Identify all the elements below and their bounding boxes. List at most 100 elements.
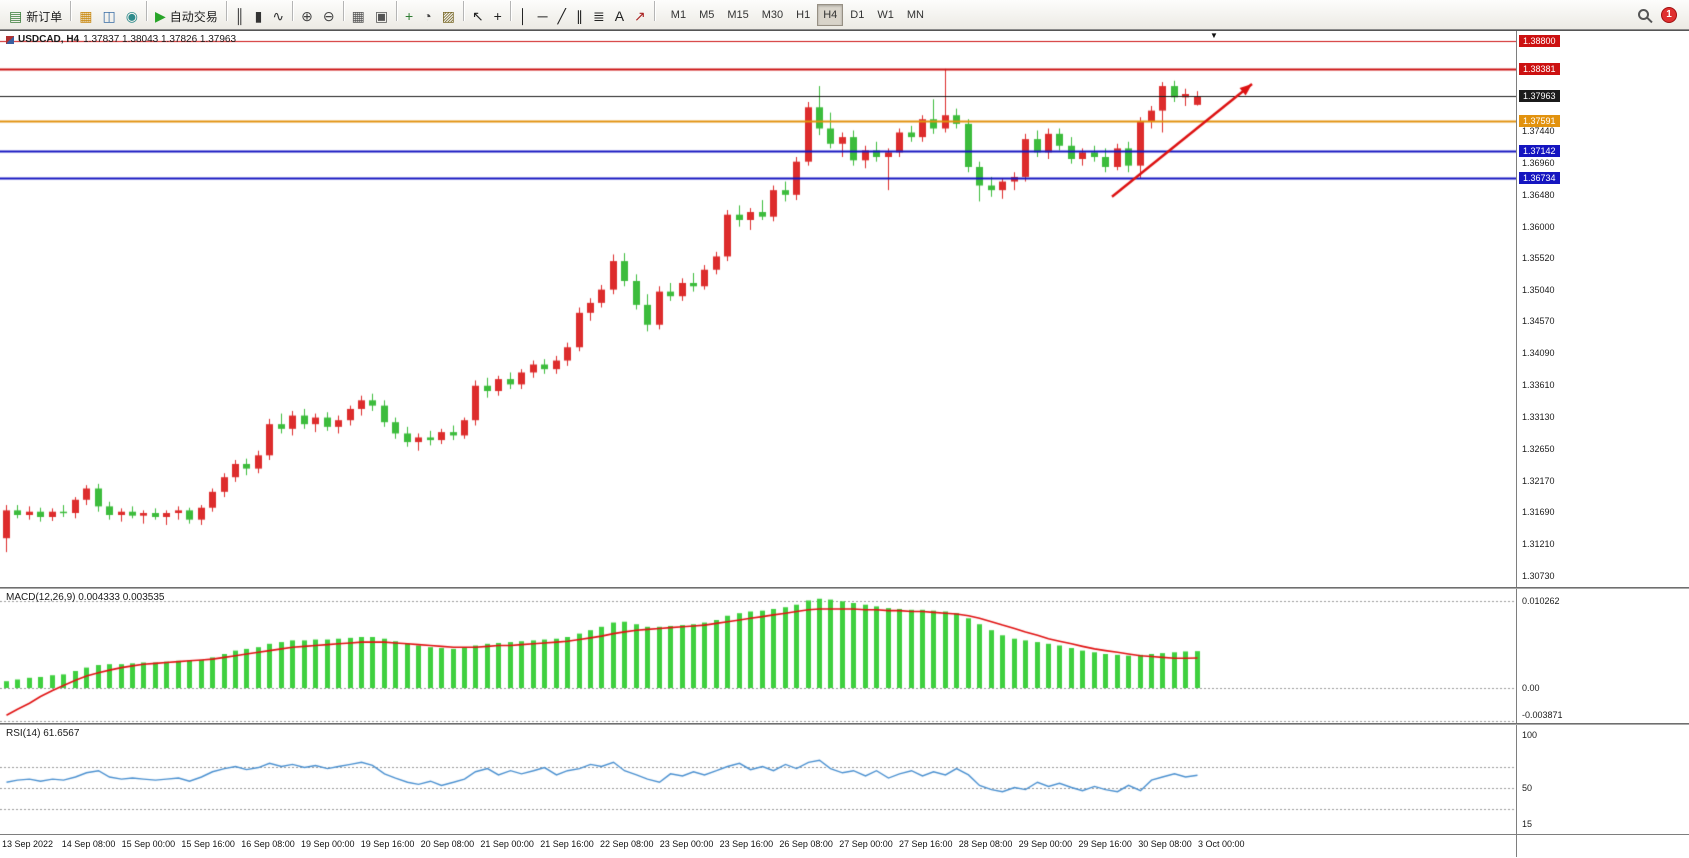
axis-label: 1.32650 [1522, 443, 1555, 454]
axis-label: 1.34570 [1522, 316, 1555, 327]
trendline-icon[interactable]: ╱ [553, 4, 571, 28]
time-label: 19 Sep 16:00 [360, 839, 415, 849]
macd-title: MACD(12,26,9) 0.004333 0.003535 [6, 592, 165, 603]
timeframe-d1[interactable]: D1 [844, 4, 870, 26]
price-chart-canvas[interactable] [0, 31, 1516, 587]
axis-label: 0.00 [1522, 683, 1540, 693]
timeframe-mn[interactable]: MN [901, 4, 930, 26]
periodicity-icon[interactable]: ◔ [418, 4, 436, 28]
time-label: 15 Sep 00:00 [121, 839, 176, 849]
auto-trading-button[interactable]: ▶ 自动交易 [150, 4, 223, 28]
axis-label: 1.33130 [1522, 411, 1555, 422]
search-icon[interactable] [1638, 9, 1649, 20]
time-label: 30 Sep 08:00 [1138, 839, 1192, 849]
price-scale[interactable]: 1.37440 1.36960 1.36480 1.36000 1.35520 1.350… [1516, 31, 1689, 587]
auto-trading-icon: ▶ [154, 8, 166, 24]
axis-label: 100 [1522, 730, 1538, 740]
vertical-line-icon[interactable]: │ [514, 4, 533, 28]
profiles-icon: ◫ [102, 8, 116, 24]
toolbar-separator [225, 1, 227, 21]
timeframe-m30[interactable]: M30 [756, 4, 789, 26]
price-badge[interactable]: 1.37963 [1519, 90, 1560, 103]
text-icon[interactable]: A [610, 4, 629, 28]
charts-icon[interactable]: ▦ [74, 4, 97, 28]
cursor-icon: ↖ [471, 8, 484, 24]
new-order-button[interactable]: ▤ 新订单 [4, 4, 67, 28]
time-label: 27 Sep 16:00 [899, 839, 953, 849]
fibonacci-icon[interactable]: ≣ [588, 4, 610, 28]
price-badge[interactable]: 1.36734 [1519, 171, 1560, 184]
price-badge[interactable]: 1.38381 [1519, 62, 1560, 75]
toolbar-separator [342, 1, 344, 21]
timeframe-m5[interactable]: M5 [693, 4, 720, 26]
templates-icon: ▨ [441, 8, 455, 24]
chart-symbol-icon [6, 35, 14, 44]
rsi-scale[interactable]: 100 50 15 [1516, 725, 1689, 834]
candlestick-chart-icon[interactable]: ▮ [250, 4, 268, 28]
rsi-canvas[interactable] [0, 725, 1516, 834]
axis-label: -0.003871 [1522, 710, 1563, 720]
panel-separator[interactable] [0, 587, 1689, 589]
zoom-in-icon[interactable]: ⊕ [296, 4, 318, 28]
price-badge[interactable]: 1.37142 [1519, 144, 1560, 157]
new-order-icon: ▤ [9, 8, 23, 24]
cascade-windows-icon: ▣ [374, 8, 389, 24]
templates-icon[interactable]: ▨ [437, 4, 460, 28]
cursor-icon[interactable]: ↖ [467, 4, 489, 28]
macd-scale[interactable]: 0.010262 0.00 -0.003871 [1516, 589, 1689, 723]
tile-windows-icon[interactable]: ▦ [347, 4, 370, 28]
axis-label: 1.31690 [1522, 507, 1555, 518]
time-label: 23 Sep 00:00 [659, 839, 714, 849]
toolbar-right-group: 1 [1638, 6, 1685, 23]
panel-separator[interactable] [0, 723, 1689, 725]
toolbar-separator [396, 1, 398, 21]
timeframe-m1[interactable]: M1 [665, 4, 692, 26]
horizontal-line-icon[interactable]: ─ [533, 4, 553, 28]
time-label: 20 Sep 08:00 [420, 839, 475, 849]
cascade-windows-icon[interactable]: ▣ [370, 4, 393, 28]
timeframe-group: M1 M5 M15 M30 H1 H4 D1 W1 MN [665, 3, 930, 26]
timeframe-h1[interactable]: H1 [790, 4, 816, 26]
time-label: 16 Sep 08:00 [241, 839, 295, 849]
chart-shift-marker[interactable]: ▼ [1210, 31, 1218, 40]
indicators-icon[interactable]: + [400, 4, 418, 28]
zoom-out-icon[interactable]: ⊖ [318, 4, 340, 28]
axis-label: 1.36000 [1522, 221, 1555, 232]
timeframe-h4[interactable]: H4 [817, 3, 844, 26]
arrows-icon: ↗ [634, 8, 646, 24]
text-icon: A [614, 8, 625, 24]
time-label: 13 Sep 2022 [2, 839, 54, 849]
axis-label: 1.32170 [1522, 475, 1555, 486]
data-window-icon: ◉ [125, 8, 138, 24]
main-toolbar: ▤ 新订单 ▦ ◫ ◉ ▶ 自动交易 ║ ▮ ∿ ⊕ ⊖ ▦ ▣ + ◔ ▨ ↖ + │ ─ ╱ ∥ ≣ A ↗ M1 M5 M15 M… [0, 0, 1689, 30]
line-chart-icon[interactable]: ∿ [267, 4, 289, 28]
time-label: 3 Oct 00:00 [1198, 839, 1245, 849]
time-label: 29 Sep 00:00 [1018, 839, 1073, 849]
bar-chart-icon[interactable]: ║ [230, 4, 250, 28]
axis-label: 50 [1522, 782, 1533, 793]
axis-label: 1.36480 [1522, 189, 1555, 200]
toolbar-button-group: ▤ 新订单 ▦ ◫ ◉ ▶ 自动交易 ║ ▮ ∿ ⊕ ⊖ ▦ ▣ + ◔ ▨ ↖ + │ ─ ╱ ∥ ≣ A ↗ [4, 1, 658, 28]
data-window-icon[interactable]: ◉ [121, 4, 143, 28]
channel-icon: ∥ [575, 8, 583, 24]
crosshair-icon[interactable]: + [489, 4, 507, 28]
rsi-title: RSI(14) 61.6567 [6, 728, 80, 739]
new-order-label: 新订单 [26, 9, 63, 24]
crosshair-icon: + [493, 8, 502, 24]
toolbar-separator [145, 1, 147, 21]
price-badge[interactable]: 1.38800 [1519, 35, 1560, 47]
axis-label: 1.31210 [1522, 539, 1555, 550]
alert-badge[interactable]: 1 [1661, 6, 1677, 23]
timeframe-m15[interactable]: M15 [721, 4, 754, 26]
profiles-icon[interactable]: ◫ [97, 4, 120, 28]
timeframe-w1[interactable]: W1 [871, 4, 900, 26]
macd-canvas[interactable] [0, 589, 1516, 723]
toolbar-separator [653, 1, 655, 21]
price-badge[interactable]: 1.37591 [1519, 115, 1560, 128]
vertical-line-icon: │ [518, 8, 528, 24]
ohlc-readout: 1.37837 1.38043 1.37826 1.37963 [83, 34, 237, 45]
toolbar-separator [509, 1, 511, 21]
arrows-icon[interactable]: ↗ [629, 4, 651, 28]
channel-icon[interactable]: ∥ [571, 4, 588, 28]
time-axis[interactable]: 13 Sep 2022 14 Sep 08:00 15 Sep 00:00 15 Se… [0, 834, 1689, 857]
